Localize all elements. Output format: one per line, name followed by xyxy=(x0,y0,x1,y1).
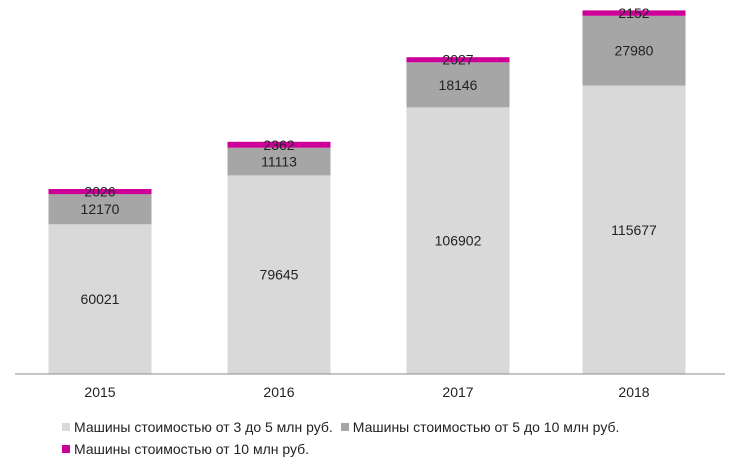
x-tick-label-2015: 2015 xyxy=(84,384,115,400)
legend-label-3-5mln: Машины стоимостью от 3 до 5 млн руб. xyxy=(74,419,333,435)
data-label-2018-10mln: 2152 xyxy=(618,5,649,21)
data-label-2015-3-5mln: 60021 xyxy=(81,291,120,307)
bar-2015-5-10mln xyxy=(48,194,152,225)
data-label-2015-10mln: 2026 xyxy=(84,184,115,200)
bars-layer xyxy=(48,10,686,374)
legend-swatch-5-10mln xyxy=(340,423,349,431)
bar-2017-10mln xyxy=(406,57,510,63)
data-label-2016-10mln: 2362 xyxy=(263,137,294,153)
bar-2018-5-10mln xyxy=(582,15,686,86)
legend-swatch-10mln xyxy=(62,445,70,453)
legend-item-3-5mln: Машины стоимостью от 3 до 5 млн руб. xyxy=(62,419,333,435)
data-label-2017-10mln: 2027 xyxy=(442,52,473,68)
bar-2015-10mln xyxy=(48,189,152,195)
legend: Машины стоимостью от 3 до 5 млн руб. Маш… xyxy=(62,416,732,460)
legend-row-1: Машины стоимостью от 3 до 5 млн руб. Маш… xyxy=(62,416,732,438)
data-label-2017-3-5mln: 106902 xyxy=(435,233,482,249)
legend-row-2: Машины стоимостью от 10 млн руб. xyxy=(62,438,732,460)
bar-2016-5-10mln xyxy=(227,147,331,176)
bar-2016-3-5mln xyxy=(227,175,331,374)
data-label-2015-5-10mln: 12170 xyxy=(81,201,120,217)
x-tick-label-2018: 2018 xyxy=(618,384,649,400)
bar-2015-3-5mln xyxy=(48,224,152,374)
bar-2017-5-10mln xyxy=(406,62,510,108)
x-tick-label-2016: 2016 xyxy=(263,384,294,400)
legend-item-10mln: Машины стоимостью от 10 млн руб. xyxy=(62,441,309,457)
legend-label-5-10mln: Машины стоимостью от 5 до 10 млн руб. xyxy=(352,419,620,435)
legend-label-10mln: Машины стоимостью от 10 млн руб. xyxy=(74,441,310,457)
bar-2018-10mln xyxy=(582,10,686,16)
data-label-2016-5-10mln: 11113 xyxy=(261,154,297,170)
bar-2017-3-5mln xyxy=(406,107,510,374)
x-tick-label-2017: 2017 xyxy=(442,384,473,400)
data-label-2016-3-5mln: 79645 xyxy=(260,267,299,283)
legend-swatch-3-5mln xyxy=(62,423,70,431)
bar-2018-3-5mln xyxy=(582,85,686,374)
data-label-2018-3-5mln: 115677 xyxy=(611,222,657,238)
data-label-2018-5-10mln: 27980 xyxy=(615,43,654,59)
data-label-2017-5-10mln: 18146 xyxy=(439,77,478,93)
legend-item-5-10mln: Машины стоимостью от 5 до 10 млн руб. xyxy=(340,419,620,435)
bar-2016-10mln xyxy=(227,141,331,148)
